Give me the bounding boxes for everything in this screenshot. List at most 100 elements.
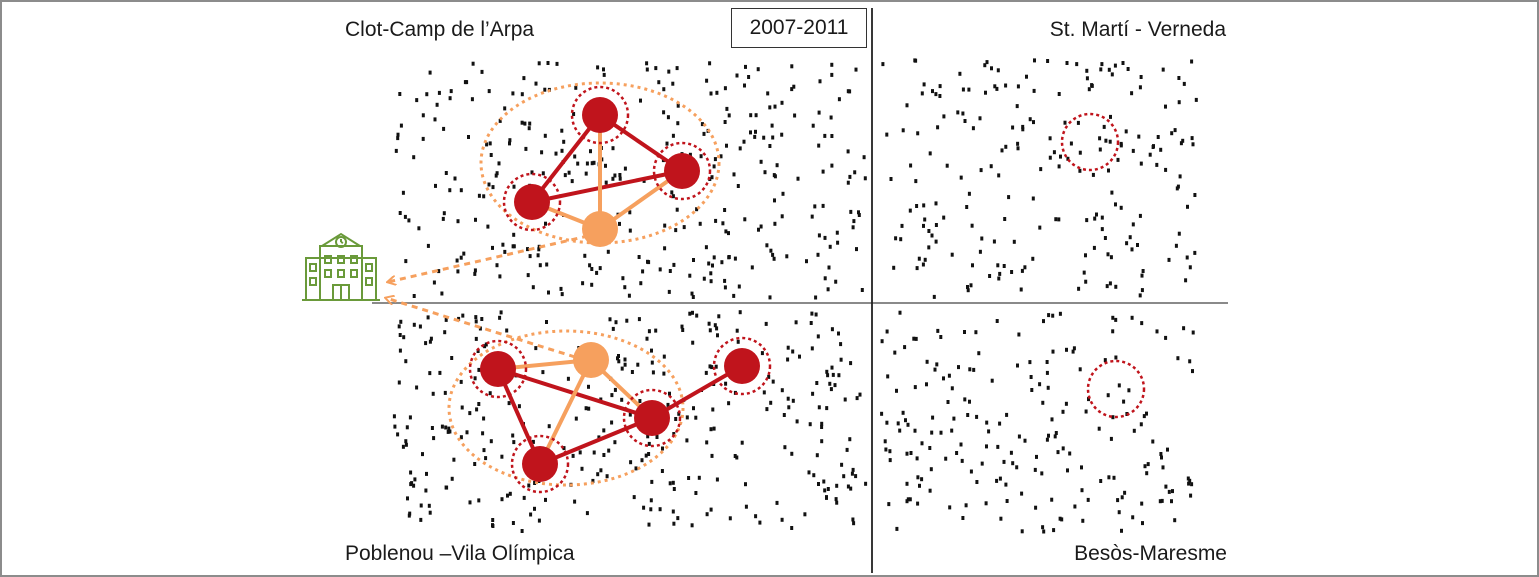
background-dot (444, 485, 448, 490)
background-dot (511, 521, 515, 525)
background-dot (1193, 193, 1197, 197)
background-dot (768, 144, 772, 148)
background-dot (759, 159, 763, 164)
background-dot (1038, 382, 1042, 387)
background-dot (1148, 152, 1152, 157)
background-dot (1105, 284, 1109, 289)
background-dot (417, 226, 421, 231)
background-dot (650, 348, 653, 353)
background-dot (1019, 287, 1023, 292)
background-dot (1142, 414, 1146, 419)
background-dot (680, 324, 684, 329)
background-dot (675, 66, 679, 71)
background-dot (927, 245, 931, 250)
background-dot (1117, 510, 1121, 515)
background-dot (1107, 475, 1111, 480)
background-dot (585, 161, 589, 166)
background-dot (562, 139, 566, 144)
background-dot (1140, 501, 1144, 506)
background-dot (1140, 273, 1144, 278)
background-dot (836, 240, 840, 245)
background-dot (708, 328, 712, 333)
background-dot (929, 467, 933, 472)
background-dot (487, 182, 491, 187)
background-dot (1084, 279, 1088, 284)
background-dot (590, 161, 594, 166)
background-dot (412, 483, 416, 488)
background-dot (511, 91, 515, 96)
background-dot (816, 334, 820, 339)
background-dot (1021, 124, 1025, 129)
background-dot (968, 367, 972, 372)
background-dot (762, 390, 766, 395)
background-dot (396, 132, 400, 137)
background-dot (646, 434, 650, 439)
background-dot (1106, 393, 1110, 398)
background-dot (742, 139, 746, 144)
background-dot (491, 524, 495, 528)
background-dot (1015, 465, 1019, 470)
background-dot (837, 331, 840, 336)
background-dot (425, 92, 429, 97)
background-dot (934, 92, 938, 97)
background-dot (499, 310, 503, 315)
background-dot (572, 112, 576, 116)
background-dot (983, 63, 987, 68)
node-halo (622, 388, 682, 448)
background-dot (1016, 141, 1020, 146)
background-dot (723, 278, 727, 283)
background-dot (1193, 250, 1197, 255)
background-dot (1042, 529, 1046, 534)
background-dot (1114, 284, 1118, 289)
background-dot (431, 391, 435, 396)
background-dot (707, 321, 711, 326)
background-dot (477, 402, 481, 406)
background-dot (428, 371, 432, 376)
background-dot (602, 72, 606, 77)
background-dot (1161, 67, 1165, 72)
background-dot (657, 80, 661, 85)
background-dot (855, 247, 858, 252)
background-dot (1179, 141, 1183, 146)
background-dot (574, 416, 578, 421)
background-dot (724, 381, 728, 386)
background-dot (560, 292, 564, 297)
background-dot (885, 132, 889, 137)
node-halo (712, 336, 772, 396)
background-dot (498, 315, 502, 320)
background-dot (529, 512, 533, 517)
background-dot (765, 407, 769, 412)
background-dot (563, 173, 567, 178)
background-dot (1138, 85, 1142, 90)
background-dot (942, 376, 945, 381)
background-dot (816, 252, 820, 257)
background-dot (1076, 120, 1080, 125)
background-dot (437, 269, 441, 274)
background-dot (671, 194, 675, 199)
background-dot (791, 398, 795, 403)
background-dot (790, 64, 794, 69)
background-dot (794, 320, 798, 325)
background-dot (1080, 488, 1084, 493)
background-dot (725, 143, 728, 148)
background-dot (406, 496, 409, 501)
background-dot (1136, 243, 1139, 247)
background-dot (1151, 439, 1155, 444)
background-dot (999, 516, 1003, 521)
background-dot (927, 229, 931, 233)
background-dot (1132, 428, 1136, 433)
background-dot (692, 258, 695, 262)
background-dot (1009, 450, 1013, 455)
background-dot (448, 96, 452, 101)
background-dot (889, 177, 893, 181)
background-dot (996, 68, 1000, 73)
background-dot (814, 295, 818, 300)
background-dot (795, 419, 799, 424)
background-dot (939, 430, 943, 435)
background-dot (1171, 489, 1174, 494)
background-dot (654, 328, 658, 333)
background-dot (754, 514, 758, 519)
background-dot (642, 178, 646, 183)
